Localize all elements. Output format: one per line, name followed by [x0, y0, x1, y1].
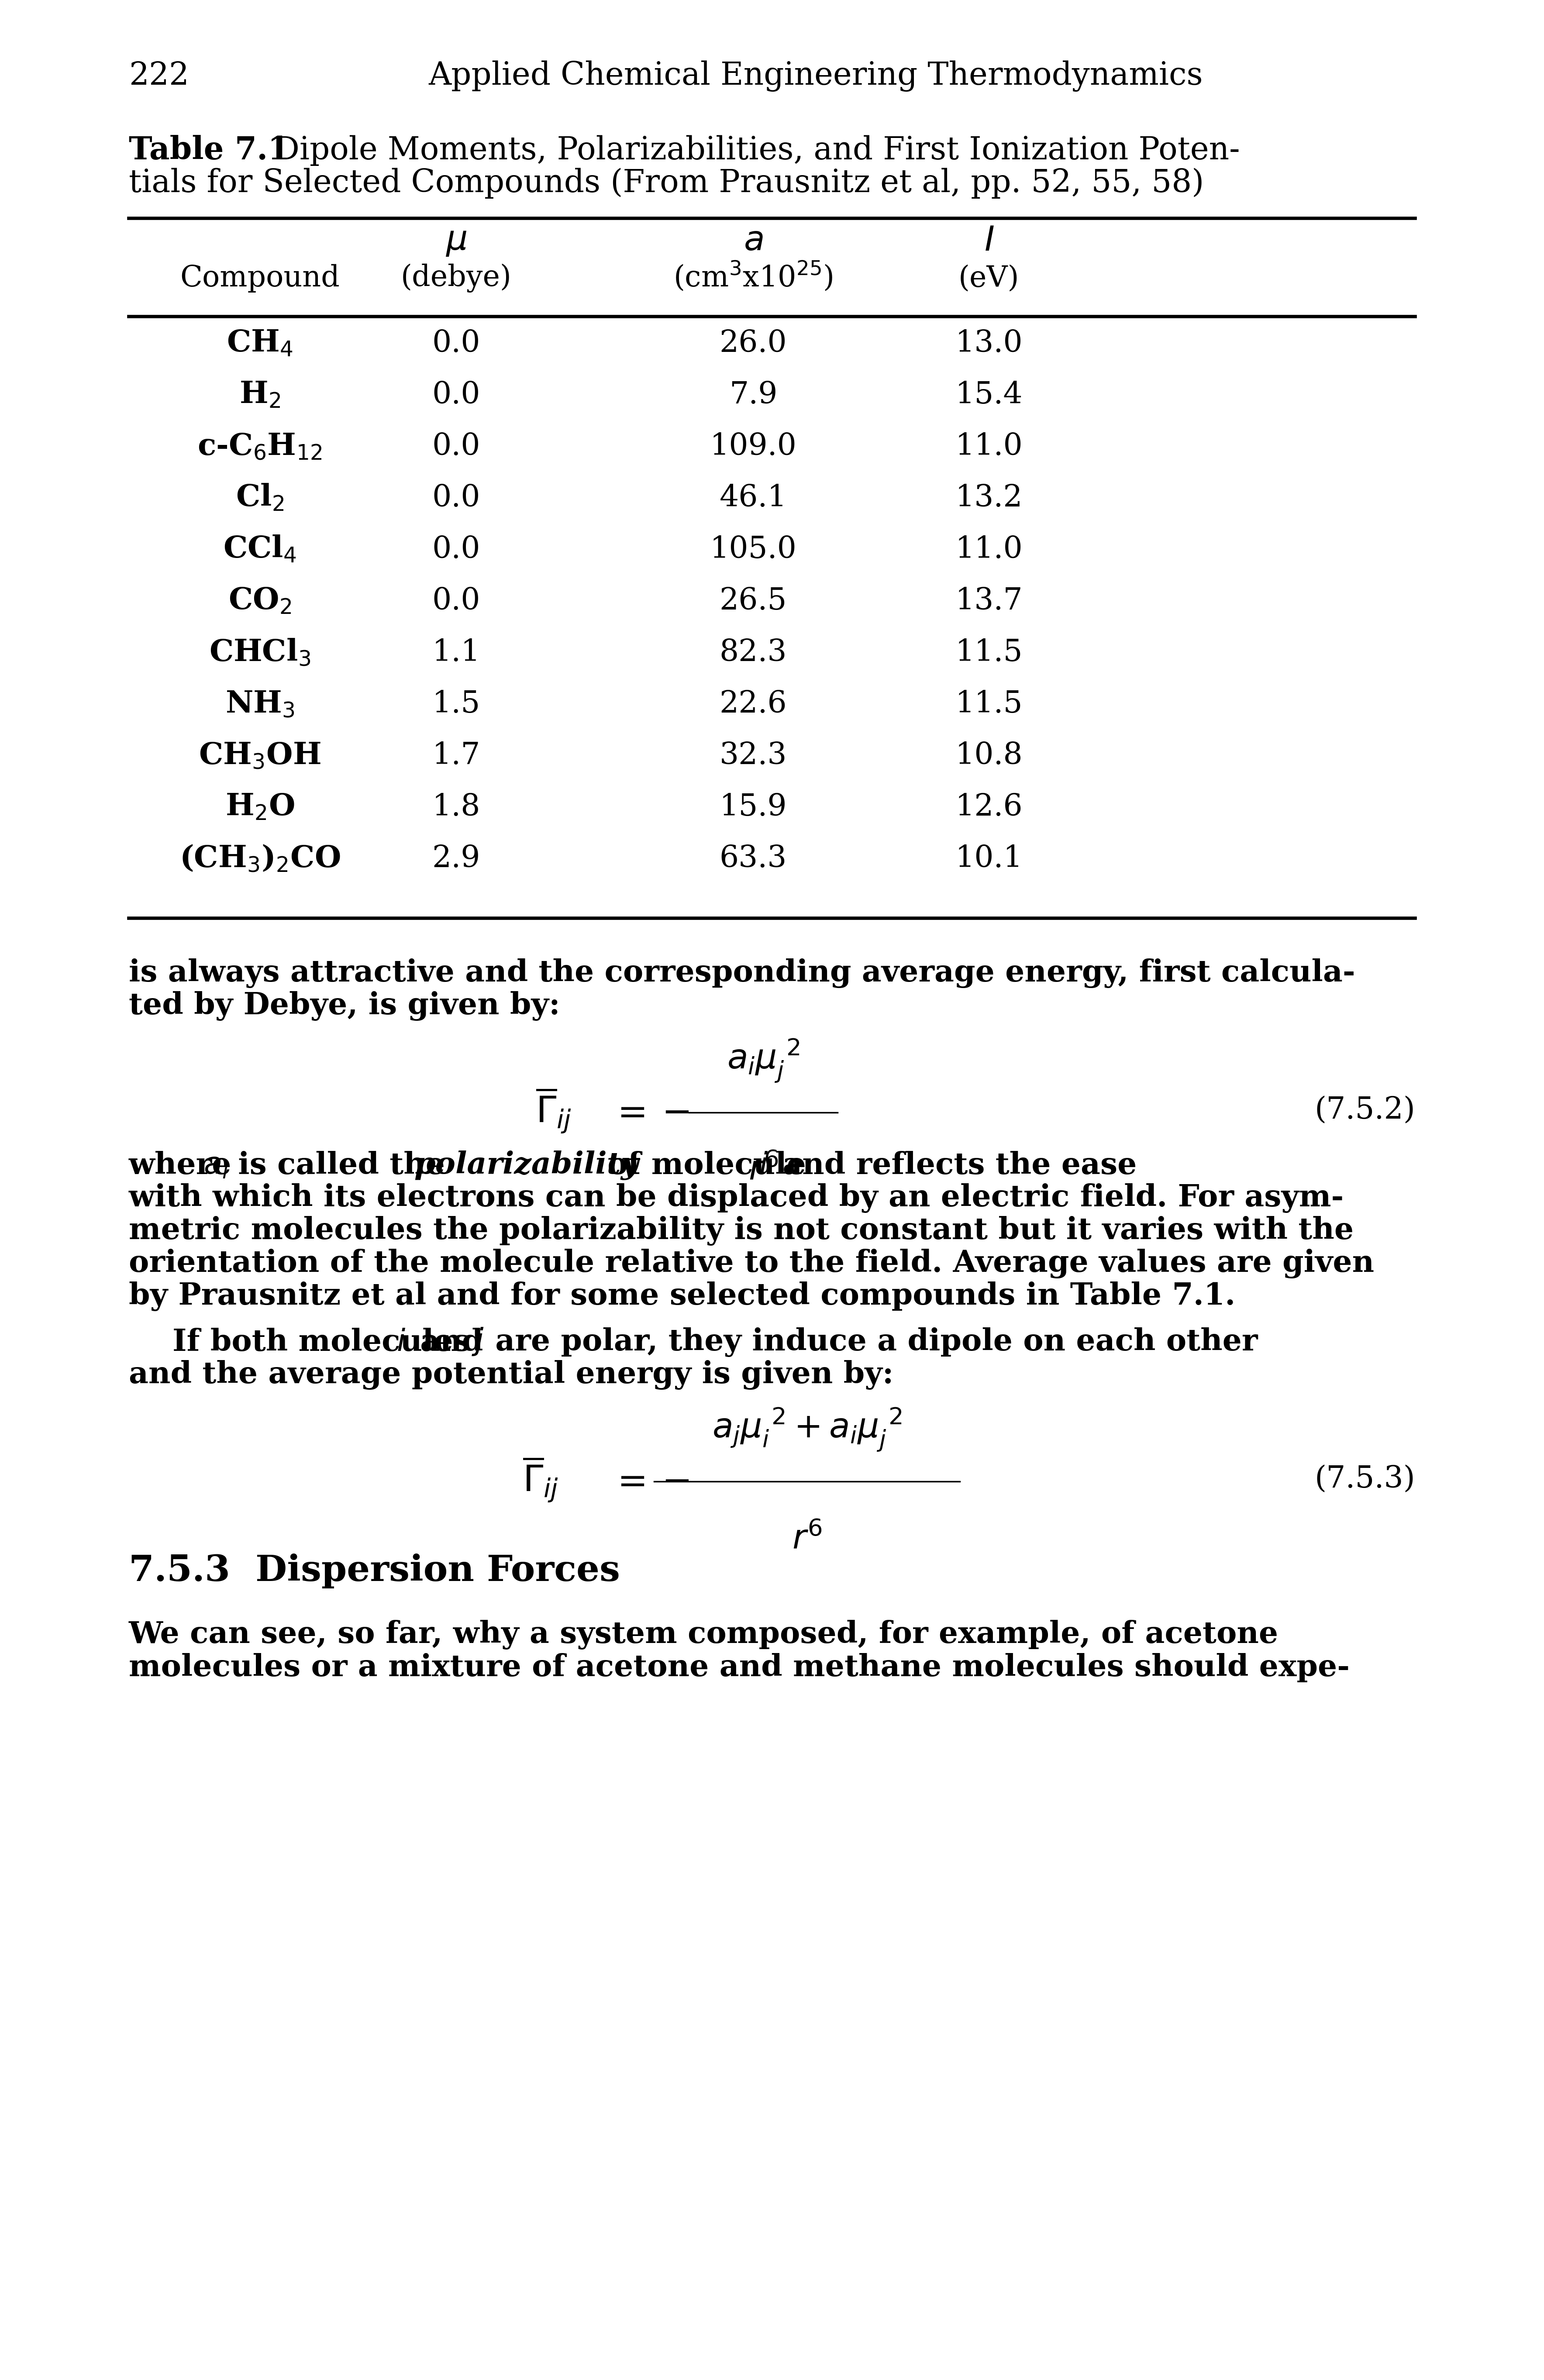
Text: 1.8: 1.8 — [432, 793, 480, 821]
Text: (debye): (debye) — [401, 264, 511, 293]
Text: 222: 222 — [128, 62, 188, 93]
Text: 2.9: 2.9 — [432, 845, 480, 873]
Text: 15.9: 15.9 — [720, 793, 787, 821]
Text: by Prausnitz et al and for some selected compounds in Table 7.1.: by Prausnitz et al and for some selected… — [128, 1280, 1235, 1311]
Text: tials for Selected Compounds (From Prausnitz et al, pp. 52, 55, 58): tials for Selected Compounds (From Praus… — [128, 169, 1204, 198]
Text: Cl$_2$: Cl$_2$ — [236, 483, 284, 512]
Text: 82.3: 82.3 — [720, 638, 787, 666]
Text: $r^6$: $r^6$ — [792, 1523, 821, 1557]
Text: 1.5: 1.5 — [432, 690, 480, 719]
Text: 32.3: 32.3 — [720, 740, 787, 771]
Text: $j$: $j$ — [472, 1326, 485, 1357]
Text: CO$_2$: CO$_2$ — [229, 585, 292, 616]
Text: orientation of the molecule relative to the field. Average values are given: orientation of the molecule relative to … — [128, 1250, 1374, 1278]
Text: 46.1: 46.1 — [720, 483, 787, 512]
Text: $a_i\mu_j^{\ 2}$: $a_i\mu_j^{\ 2}$ — [727, 1038, 800, 1085]
Text: 26.0: 26.0 — [720, 328, 787, 357]
Text: $a_i$: $a_i$ — [204, 1152, 229, 1180]
Text: If both molecules: If both molecules — [173, 1328, 480, 1357]
Text: 0.0: 0.0 — [432, 585, 480, 616]
Text: $= -$: $= -$ — [610, 1464, 689, 1499]
Text: 13.2: 13.2 — [956, 483, 1022, 512]
Text: CH$_3$OH: CH$_3$OH — [199, 740, 321, 771]
Text: c-C$_6$H$_{12}$: c-C$_6$H$_{12}$ — [198, 431, 323, 462]
Text: CCl$_4$: CCl$_4$ — [224, 533, 296, 564]
Text: 11.0: 11.0 — [956, 433, 1022, 462]
Text: $I$: $I$ — [984, 224, 994, 257]
Text: 109.0: 109.0 — [710, 433, 797, 462]
Text: Table 7.1: Table 7.1 — [128, 136, 290, 167]
Text: 0.0: 0.0 — [432, 381, 480, 409]
Text: CHCl$_3$: CHCl$_3$ — [208, 638, 310, 666]
Text: Compound: Compound — [181, 264, 340, 293]
Text: $\overline{\Gamma}_{ij}$: $\overline{\Gamma}_{ij}$ — [523, 1454, 559, 1504]
Text: Dipole Moments, Polarizabilities, and First Ionization Poten-: Dipole Moments, Polarizabilities, and Fi… — [264, 136, 1240, 167]
Text: $i$: $i$ — [760, 1152, 767, 1180]
Text: 26.5: 26.5 — [720, 585, 787, 616]
Text: 12.6: 12.6 — [956, 793, 1022, 821]
Text: $\mu$: $\mu$ — [446, 224, 466, 257]
Text: 105.0: 105.0 — [710, 536, 797, 564]
Text: ted by Debye, is given by:: ted by Debye, is given by: — [128, 990, 560, 1021]
Text: and: and — [409, 1328, 494, 1357]
Text: Applied Chemical Engineering Thermodynamics: Applied Chemical Engineering Thermodynam… — [428, 60, 1203, 93]
Text: and reflects the ease: and reflects the ease — [772, 1152, 1136, 1180]
Text: (eV): (eV) — [959, 264, 1019, 293]
Text: 11.5: 11.5 — [956, 690, 1022, 719]
Text: 7.5.3  Dispersion Forces: 7.5.3 Dispersion Forces — [128, 1554, 621, 1587]
Text: (cm$^3$x10$^{25}$): (cm$^3$x10$^{25}$) — [673, 259, 834, 293]
Text: (7.5.3): (7.5.3) — [1314, 1464, 1416, 1495]
Text: NH$_3$: NH$_3$ — [225, 690, 295, 719]
Text: 10.1: 10.1 — [956, 845, 1022, 873]
Text: 22.6: 22.6 — [720, 690, 787, 719]
Text: (7.5.2): (7.5.2) — [1314, 1095, 1416, 1126]
Text: H$_2$O: H$_2$O — [225, 793, 295, 821]
Text: H$_2$: H$_2$ — [239, 381, 281, 409]
Text: 0.0: 0.0 — [432, 536, 480, 564]
Text: CH$_4$: CH$_4$ — [227, 328, 293, 357]
Text: 10.8: 10.8 — [956, 740, 1022, 771]
Text: 13.0: 13.0 — [956, 328, 1022, 357]
Text: of molecule: of molecule — [598, 1152, 817, 1180]
Text: 11.0: 11.0 — [956, 536, 1022, 564]
Text: 0.0: 0.0 — [432, 433, 480, 462]
Text: and the average potential energy is given by:: and the average potential energy is give… — [128, 1359, 894, 1390]
Text: $\overline{\Gamma}_{ij}$: $\overline{\Gamma}_{ij}$ — [536, 1085, 571, 1135]
Text: 13.7: 13.7 — [956, 585, 1022, 616]
Text: 63.3: 63.3 — [720, 845, 787, 873]
Text: with which its electrons can be displaced by an electric field. For asym-: with which its electrons can be displace… — [128, 1183, 1345, 1214]
Text: is called the: is called the — [227, 1152, 455, 1180]
Text: 1.1: 1.1 — [432, 638, 480, 666]
Text: 0.0: 0.0 — [432, 483, 480, 512]
Text: molecules or a mixture of acetone and methane molecules should expe-: molecules or a mixture of acetone and me… — [128, 1654, 1349, 1683]
Text: are polar, they induce a dipole on each other: are polar, they induce a dipole on each … — [485, 1328, 1258, 1357]
Text: 15.4: 15.4 — [956, 381, 1022, 409]
Text: 0.0: 0.0 — [432, 328, 480, 357]
Text: $r^6$: $r^6$ — [749, 1154, 778, 1188]
Text: $i$: $i$ — [397, 1328, 406, 1357]
Text: polarizability: polarizability — [414, 1150, 639, 1180]
Text: $a$: $a$ — [744, 224, 763, 257]
Text: (CH$_3$)$_2$CO: (CH$_3$)$_2$CO — [179, 843, 340, 873]
Text: 1.7: 1.7 — [432, 740, 480, 771]
Text: $a_j\mu_i^{\ 2} + a_i\mu_j^{\ 2}$: $a_j\mu_i^{\ 2} + a_i\mu_j^{\ 2}$ — [712, 1407, 902, 1454]
Text: is always attractive and the corresponding average energy, first calcula-: is always attractive and the correspondi… — [128, 959, 1356, 988]
Text: metric molecules the polarizability is not constant but it varies with the: metric molecules the polarizability is n… — [128, 1216, 1354, 1245]
Text: We can see, so far, why a system composed, for example, of acetone: We can see, so far, why a system compose… — [128, 1621, 1278, 1649]
Text: where: where — [128, 1152, 242, 1180]
Text: 7.9: 7.9 — [729, 381, 777, 409]
Text: $= -$: $= -$ — [610, 1095, 689, 1130]
Text: 11.5: 11.5 — [956, 638, 1022, 666]
